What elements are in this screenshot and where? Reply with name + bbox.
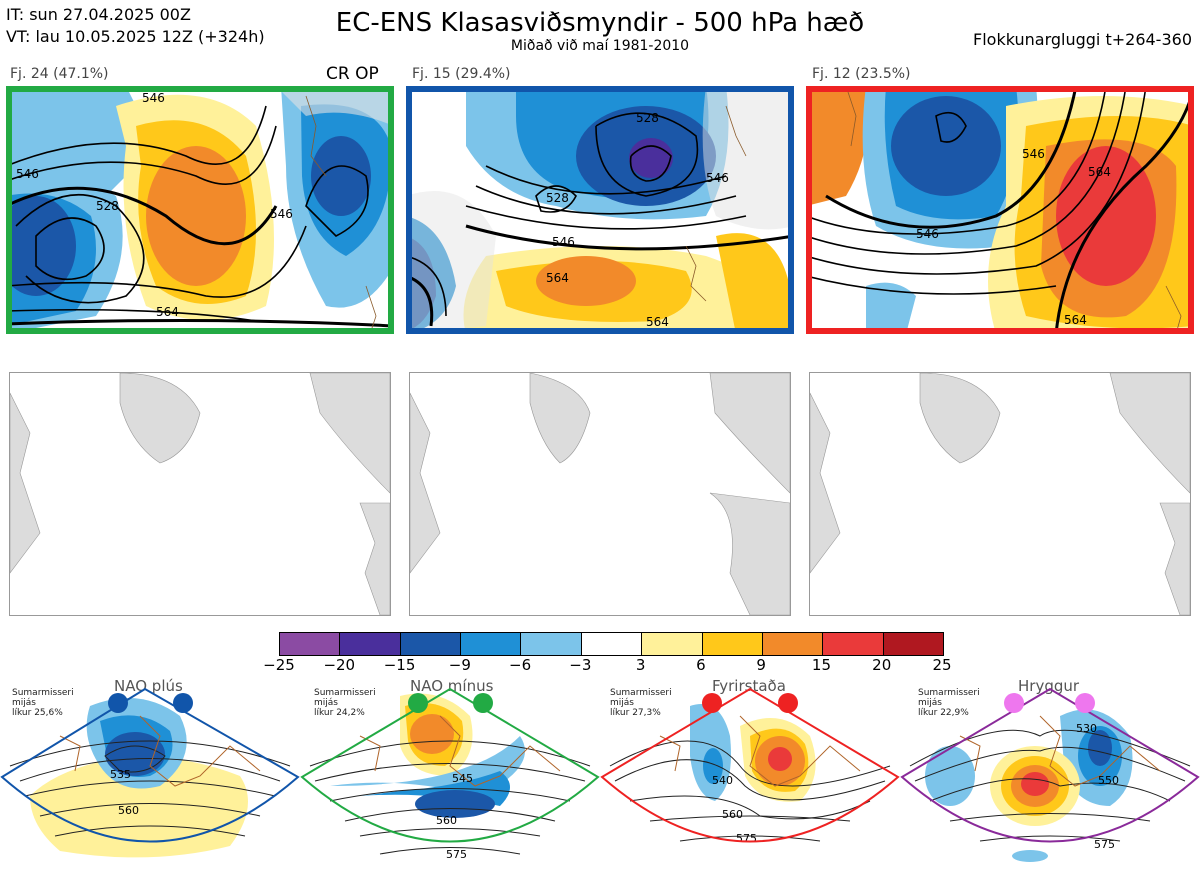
regime-note-1: Sumarmisseri mijás líkur 25,6% [12,688,74,718]
colorbar-swatch [762,633,824,655]
regime-2-label-2: 560 [436,814,457,827]
colorbar-swatch [521,633,582,655]
contour-label: 564 [646,315,669,329]
regime-2-dot [473,693,493,713]
contour-label: 564 [1088,165,1111,179]
contour-label: 546 [16,167,39,181]
colorbar-swatch [280,633,341,655]
colorbar-tick-label: 25 [932,656,952,674]
base-map-2 [409,372,791,616]
regime-title-3: Fyrirstaða [712,677,786,695]
regime-title-4: Hryggur [1018,677,1080,695]
regime-2-dot [408,693,428,713]
regime-note-3: Sumarmisseri mijás líkur 27,3% [610,688,672,718]
cluster-label-2: Fj. 15 (29.4%) [412,66,511,82]
contour-label: 564 [546,271,569,285]
cluster-map-1: 546 528 546 546 564 [6,86,394,334]
regime-4-dot [1075,693,1095,713]
init-time: IT: sun 27.04.2025 00Z [6,5,191,24]
header-left: IT: sun 27.04.2025 00Z VT: lau 10.05.202… [6,4,265,48]
regime-1-label-2: 560 [118,804,139,817]
regime-4-label-2: 550 [1098,774,1119,787]
contour-label: 546 [142,91,165,105]
regime-4-label-3: 575 [1094,838,1115,851]
regime-2-label-3: 575 [446,848,467,861]
colorbar-swatch [340,633,401,655]
contour-label: 546 [706,171,729,185]
colorbar-tick-label: 3 [635,656,646,674]
regime-1-dot [108,693,128,713]
page-title: EC-ENS Klasasviðsmyndir - 500 hPa hæð [335,8,865,38]
colorbar [279,632,944,656]
regime-note-2: Sumarmisseri mijás líkur 24,2% [314,688,376,718]
colorbar-swatch [642,633,703,655]
base-map-3 [809,372,1191,616]
cluster-map-2: 528 528 546 546 564 564 [406,86,794,334]
base-map-1 [9,372,391,616]
cluster-1-frame [6,86,394,334]
regime-3-dot [778,693,798,713]
cluster-map-1-svg: 546 528 546 546 564 [6,86,394,334]
regime-3-dot [702,693,722,713]
contour-label: 528 [96,199,119,213]
cluster-map-3-svg: 546 546 564 564 [806,86,1194,334]
regime-3-label-1: 540 [712,774,733,787]
regime-1-dot [173,693,193,713]
contour-label: 528 [546,191,569,205]
regime-title-2: NAO mínus [410,677,494,695]
regime-4-dot [1004,693,1024,713]
base-map-1-land [10,373,390,615]
regime-title-1: NAO plús [114,677,183,695]
contour-label: 546 [916,227,939,241]
colorbar-swatch [400,633,462,655]
colorbar-tick-label: −25 [263,656,295,674]
base-map-2-land [410,373,790,615]
regime-3-label-2: 560 [722,808,743,821]
regime-1-label-1: 535 [110,768,131,781]
cluster-extra-1: CR OP [326,64,379,84]
regime-3-label-3: 575 [736,832,757,845]
regime-map-3: 540 560 575 [600,687,900,845]
page-subtitle: Miðað við maí 1981-2010 [510,38,690,54]
colorbar-swatch [823,633,884,655]
colorbar-swatch [461,633,522,655]
regime-4-label-1: 530 [1076,722,1097,735]
regime-note-4: Sumarmisseri mijás líkur 22,9% [918,688,980,718]
cluster-2-frame [406,86,794,334]
colorbar-swatch [702,633,763,655]
colorbar-tick-label: −6 [509,656,532,674]
regime-map-1: 535 560 [0,687,300,858]
contour-label: 528 [636,111,659,125]
cluster-label-1: Fj. 24 (47.1%) [10,66,109,82]
cluster-label-3: Fj. 12 (23.5%) [812,66,911,82]
contour-label: 546 [270,207,293,221]
colorbar-tick-label: −3 [569,656,592,674]
colorbar-tick-label: 15 [811,656,831,674]
contour-label: 564 [156,305,179,319]
colorbar-tick-label: −15 [383,656,416,674]
colorbar-tick-label: 9 [756,656,766,674]
valid-time: VT: lau 10.05.2025 12Z (+324h) [6,27,265,46]
regime-map-4: 530 550 575 [900,687,1200,862]
regimes-svg: 535 560 545 560 575 [0,687,1200,862]
classification-window: Flokkunargluggi t+264-360 [973,30,1192,49]
contour-label: 546 [552,235,575,249]
contour-label: 546 [1022,147,1045,161]
regime-2-label-1: 545 [452,772,473,785]
regimes-row: Sumarmisseri mijás líkur 25,6% NAO plús Su… [0,676,1200,871]
cluster-3-frame [806,86,1194,334]
colorbar-tick-label: −20 [323,656,356,674]
regime-map-2: 545 560 575 [300,687,600,861]
cluster-map-3: 546 546 564 564 [806,86,1194,334]
colorbar-swatch [581,633,643,655]
colorbar-tick-label: 6 [696,656,706,674]
colorbar-tick-label: −9 [448,656,471,674]
contour-label: 564 [1064,313,1087,327]
colorbar-tick-label: 20 [872,656,892,674]
colorbar-swatch [883,633,943,655]
cluster-map-2-svg: 528 528 546 546 564 564 [406,86,794,334]
base-map-3-land [810,373,1190,615]
